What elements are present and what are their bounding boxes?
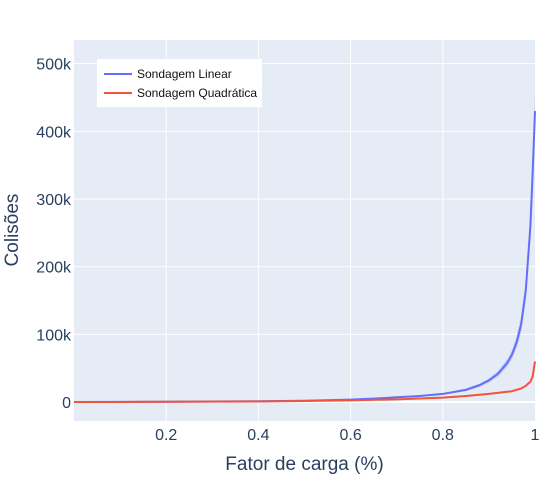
x-axis-title: Fator de carga (%) xyxy=(225,454,383,475)
series-line-1 xyxy=(73,361,536,404)
y-tick-label: 400k xyxy=(36,124,72,141)
legend-item-quadratic[interactable]: Sondagem Quadrática xyxy=(104,86,257,100)
legend-item-linear[interactable]: Sondagem Linear xyxy=(104,67,232,81)
series-lines xyxy=(73,111,536,404)
gridlines xyxy=(74,40,535,421)
x-tick-label: 0.8 xyxy=(432,427,454,444)
y-tick-label: 200k xyxy=(36,260,72,277)
x-tick-label: 0.6 xyxy=(339,427,361,444)
legend-background xyxy=(97,59,262,107)
x-tick-label: 0.4 xyxy=(247,427,269,444)
legend[interactable]: Sondagem Linear Sondagem Quadrática xyxy=(97,59,262,107)
y-tick-label: 0 xyxy=(62,395,71,412)
y-tick-label: 500k xyxy=(36,57,72,74)
y-tick-label: 100k xyxy=(36,327,72,344)
legend-label-linear: Sondagem Linear xyxy=(137,67,232,81)
x-tick-labels: 0.2 0.4 0.6 0.8 1 xyxy=(155,427,539,444)
legend-label-quadratic: Sondagem Quadrática xyxy=(137,86,257,100)
y-tick-label: 300k xyxy=(36,192,72,209)
y-tick-labels: 0 100k 200k 300k 400k 500k xyxy=(36,57,72,412)
y-axis-title: Colisões xyxy=(2,194,23,267)
x-tick-label: 0.2 xyxy=(155,427,177,444)
x-tick-label: 1 xyxy=(531,427,540,444)
